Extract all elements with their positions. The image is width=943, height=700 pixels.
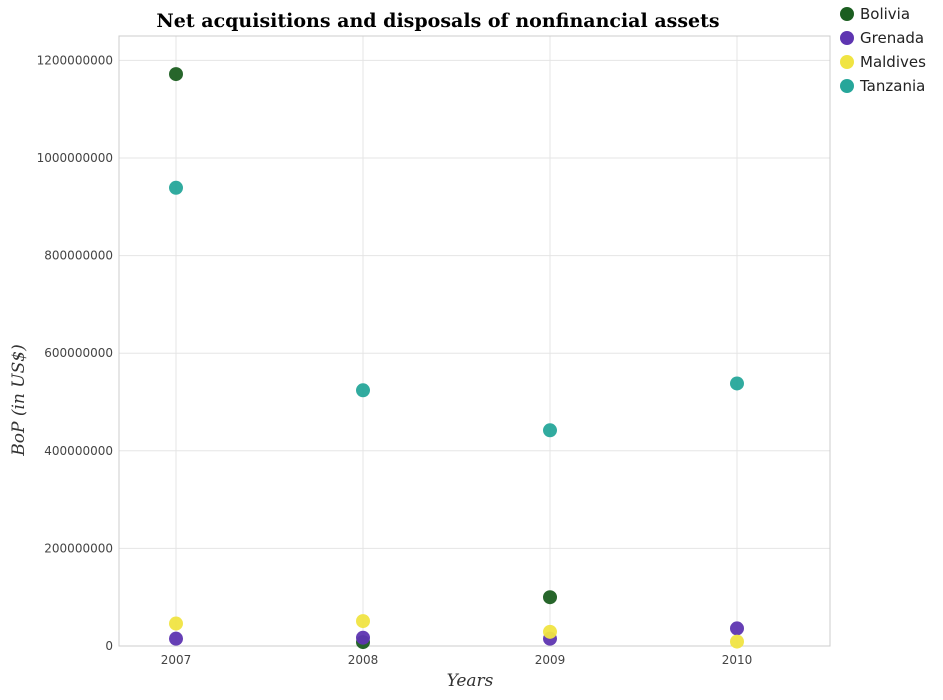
point-grenada-2007: [169, 631, 183, 646]
plot-area: [118, 35, 831, 647]
point-tanzania-2010: [730, 376, 744, 391]
legend: Bolivia Grenada Maldives Tanzania: [832, 0, 942, 108]
legend-label-grenada: Grenada: [860, 29, 924, 47]
y-tick-label: 1000000000: [37, 151, 113, 165]
point-tanzania-2007: [169, 180, 183, 195]
legend-label-bolivia: Bolivia: [860, 5, 910, 23]
legend-marker-bolivia: [840, 7, 854, 21]
legend-marker-grenada: [840, 31, 854, 45]
x-tick-label: 2007: [161, 653, 192, 667]
point-bolivia-2009: [543, 590, 557, 605]
y-tick-label: 0: [105, 639, 113, 653]
y-tick-label: 400000000: [44, 444, 113, 458]
point-grenada-2008: [356, 630, 370, 645]
point-maldives-2007: [169, 616, 183, 631]
chart-title: Net acquisitions and disposals of nonfin…: [156, 10, 719, 32]
grid: [119, 36, 830, 647]
y-tick-label: 600000000: [44, 346, 113, 360]
point-tanzania-2008: [356, 383, 370, 398]
legend-label-tanzania: Tanzania: [859, 77, 925, 95]
point-bolivia-2007: [169, 67, 183, 82]
x-tick-label: 2009: [535, 653, 566, 667]
x-axis-label: Years: [447, 671, 494, 691]
y-tick-label: 1200000000: [37, 53, 113, 67]
point-grenada-2010: [730, 621, 744, 636]
y-axis-label: BoP (in US$): [9, 344, 29, 456]
data-points: [169, 67, 744, 650]
y-tick-label: 800000000: [44, 249, 113, 263]
legend-marker-tanzania: [840, 79, 854, 93]
y-tick-label: 200000000: [44, 541, 113, 555]
legend-marker-maldives: [840, 55, 854, 69]
x-tick-label: 2008: [348, 653, 379, 667]
point-maldives-2008: [356, 614, 370, 629]
point-maldives-2009: [543, 624, 557, 639]
point-tanzania-2009: [543, 423, 557, 438]
axis-ticks: 0 200000000 400000000 600000000 800000000 100…: [37, 53, 753, 667]
x-tick-label: 2010: [722, 653, 753, 667]
point-maldives-2010: [730, 634, 744, 649]
legend-label-maldives: Maldives: [860, 53, 926, 71]
